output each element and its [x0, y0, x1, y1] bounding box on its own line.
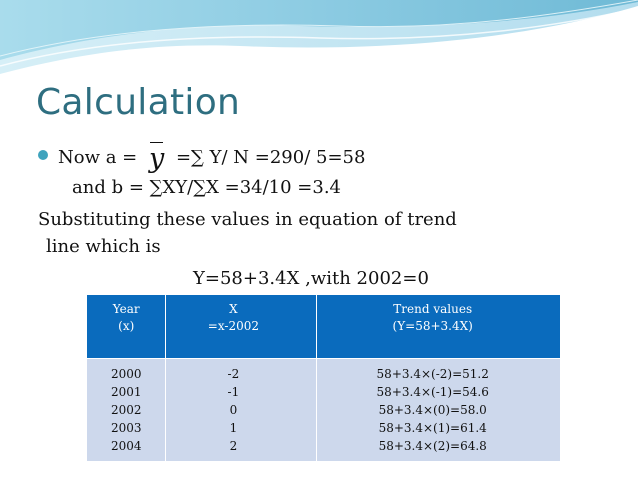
formula-a-suffix: =∑ Y/ N =290/ 5=58	[170, 147, 366, 168]
header-trend: Trend values (Y=58+3.4X)	[316, 294, 561, 359]
formula-a-prefix: Now a =	[58, 147, 143, 168]
decorative-wave-banner	[0, 0, 638, 74]
header-x-line1: X	[229, 302, 238, 316]
header-year: Year (x)	[85, 294, 167, 359]
header-year-line2: (x)	[118, 319, 135, 333]
trend-cell: 58+3.4×(1)=61.4	[378, 421, 487, 435]
table-body-row: 2000 2001 2002 2003 2004 -2 -1 0 1 2 58+…	[85, 358, 561, 462]
substitution-text-cont: line which is	[46, 236, 161, 257]
y-bar-symbol: y	[148, 142, 165, 174]
x-column: -2 -1 0 1 2	[165, 358, 318, 462]
x-cell: -2	[227, 367, 240, 381]
year-cell: 2004	[110, 439, 142, 453]
x-cell: -1	[227, 385, 240, 399]
substitution-text: Substituting these values in equation of…	[38, 209, 457, 230]
year-cell: 2000	[110, 367, 142, 381]
x-cell: 1	[229, 421, 238, 435]
trend-cell: 58+3.4×(0)=58.0	[378, 403, 487, 417]
header-x-line2: =x-2002	[207, 319, 260, 333]
header-year-line1: Year	[112, 302, 140, 316]
year-column: 2000 2001 2002 2003 2004	[85, 358, 167, 462]
slide-title: Calculation	[36, 82, 241, 123]
year-cell: 2002	[110, 403, 142, 417]
year-cell: 2003	[110, 421, 142, 435]
formula-a-line: Now a = y =∑ Y/ N =290/ 5=58	[38, 142, 366, 174]
header-trend-line1: Trend values	[393, 302, 473, 316]
x-cell: 0	[229, 403, 238, 417]
header-trend-line2: (Y=58+3.4X)	[392, 319, 473, 333]
trend-values-table: Year (x) X =x-2002 Trend values (Y=58+3.…	[85, 294, 561, 462]
trend-cell: 58+3.4×(-1)=54.6	[376, 385, 489, 399]
year-cell: 2001	[110, 385, 142, 399]
table-header-row: Year (x) X =x-2002 Trend values (Y=58+3.…	[85, 294, 561, 359]
bullet-dot-icon	[38, 150, 48, 160]
header-x: X =x-2002	[165, 294, 318, 359]
trend-equation: Y=58+3.4X ,with 2002=0	[193, 268, 429, 289]
trend-cell: 58+3.4×(-2)=51.2	[376, 367, 489, 381]
trend-cell: 58+3.4×(2)=64.8	[378, 439, 487, 453]
trend-column: 58+3.4×(-2)=51.2 58+3.4×(-1)=54.6 58+3.4…	[316, 358, 561, 462]
x-cell: 2	[229, 439, 238, 453]
formula-b-line: and b = ∑XY/∑X =34/10 =3.4	[72, 177, 341, 198]
